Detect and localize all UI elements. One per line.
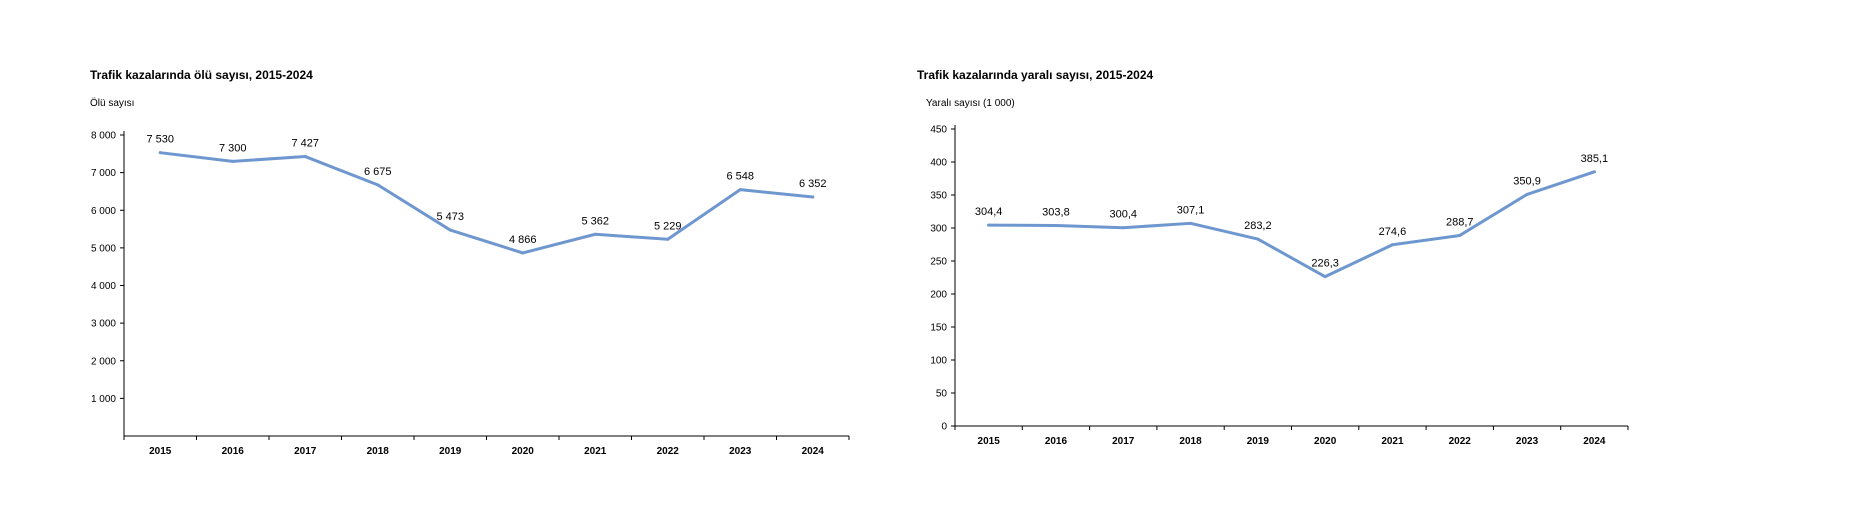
y-tick-label: 350 [930, 191, 947, 202]
data-point [1458, 233, 1462, 237]
x-tick-label: 2019 [439, 446, 462, 457]
data-label: 303,8 [1042, 206, 1070, 218]
series-line [158, 151, 815, 255]
y-tick-label: 3 000 [91, 319, 116, 330]
y-tick-label: 4 000 [91, 281, 116, 292]
x-tick-label: 2021 [1381, 436, 1404, 447]
chart-injured: Trafik kazalarında yaralı sayısı, 2015-2… [910, 0, 1690, 480]
y-axis-label: Ölü sayısı [90, 98, 135, 109]
data-label: 6 548 [726, 171, 754, 183]
x-tick-label: 2018 [1179, 436, 1202, 447]
x-tick-label: 2017 [294, 446, 317, 457]
data-point [158, 151, 162, 155]
y-tick-label: 6 000 [91, 206, 116, 217]
chart-plot: 0 50 100 150 200 250 300 350 400 450 2015 2016 2017 2… [930, 125, 1629, 447]
data-label: 288,7 [1446, 216, 1474, 228]
y-axis-label: Yaralı sayısı (1 000) [926, 98, 1015, 109]
data-point [1189, 221, 1193, 225]
data-point [593, 232, 597, 236]
data-label: 6 352 [799, 178, 827, 190]
data-label: 350,9 [1513, 175, 1541, 187]
chart-title: Trafik kazalarında ölü sayısı, 2015-2024 [90, 68, 313, 82]
data-label: 5 362 [581, 215, 609, 227]
x-tick-label: 2019 [1247, 436, 1270, 447]
x-tick-label: 2016 [1045, 436, 1068, 447]
data-point [666, 237, 670, 241]
data-point [521, 251, 525, 255]
y-tick-label: 2 000 [91, 356, 116, 367]
x-tick-label: 2015 [149, 446, 172, 457]
x-tick-label: 2018 [367, 446, 390, 457]
data-label: 304,4 [975, 206, 1003, 218]
y-tick-label: 1 000 [91, 394, 116, 405]
data-point [987, 223, 991, 227]
y-tick-label: 5 000 [91, 243, 116, 254]
data-label: 307,1 [1177, 204, 1205, 216]
data-label: 4 866 [509, 234, 537, 246]
y-tick-label: 250 [930, 257, 947, 268]
data-point [1054, 223, 1058, 227]
data-label: 7 530 [146, 134, 174, 146]
x-tick-label: 2017 [1112, 436, 1135, 447]
data-label: 226,3 [1311, 258, 1339, 270]
y-tick-label: 100 [930, 356, 947, 367]
data-point [303, 155, 307, 159]
chart-deaths: Trafik kazalarında ölü sayısı, 2015-2024… [80, 0, 860, 480]
data-label: 274,6 [1379, 226, 1407, 238]
data-point [1121, 226, 1125, 230]
y-tick-label: 50 [936, 389, 948, 400]
data-point [811, 195, 815, 199]
data-label: 5 473 [436, 211, 464, 223]
data-label: 7 300 [219, 142, 247, 154]
x-tick-label: 2015 [978, 436, 1001, 447]
data-point [448, 228, 452, 232]
data-label: 283,2 [1244, 220, 1272, 232]
data-point [1592, 170, 1596, 174]
data-point [738, 188, 742, 192]
x-tick-label: 2020 [1314, 436, 1337, 447]
y-tick-label: 150 [930, 323, 947, 334]
data-point [231, 159, 235, 163]
chart-plot: 1 000 2 000 3 000 4 000 5 000 6 000 7 000 8 000… [91, 131, 850, 457]
y-tick-label: 300 [930, 224, 947, 235]
y-tick-label: 8 000 [91, 131, 116, 142]
data-label: 6 675 [364, 166, 392, 178]
x-tick-label: 2023 [1516, 436, 1539, 447]
x-tick-label: 2024 [802, 446, 825, 457]
x-tick-label: 2020 [512, 446, 535, 457]
data-point [376, 183, 380, 187]
y-tick-label: 400 [930, 158, 947, 169]
x-tick-label: 2022 [1449, 436, 1472, 447]
x-tick-label: 2021 [584, 446, 607, 457]
series-line [987, 170, 1596, 279]
data-label: 5 229 [654, 220, 682, 232]
y-tick-label: 0 [941, 422, 947, 433]
y-tick-label: 450 [930, 125, 947, 136]
chart-title: Trafik kazalarında yaralı sayısı, 2015-2… [917, 68, 1154, 82]
x-tick-label: 2024 [1583, 436, 1606, 447]
data-point [1525, 192, 1529, 196]
x-tick-label: 2023 [729, 446, 752, 457]
data-label: 385,1 [1581, 153, 1609, 165]
data-label: 7 427 [291, 138, 319, 150]
data-point [1256, 237, 1260, 241]
y-tick-label: 7 000 [91, 168, 116, 179]
x-tick-label: 2022 [657, 446, 680, 457]
data-point [1323, 275, 1327, 279]
y-tick-label: 200 [930, 290, 947, 301]
data-point [1390, 243, 1394, 247]
data-label: 300,4 [1109, 209, 1137, 221]
x-tick-label: 2016 [222, 446, 245, 457]
